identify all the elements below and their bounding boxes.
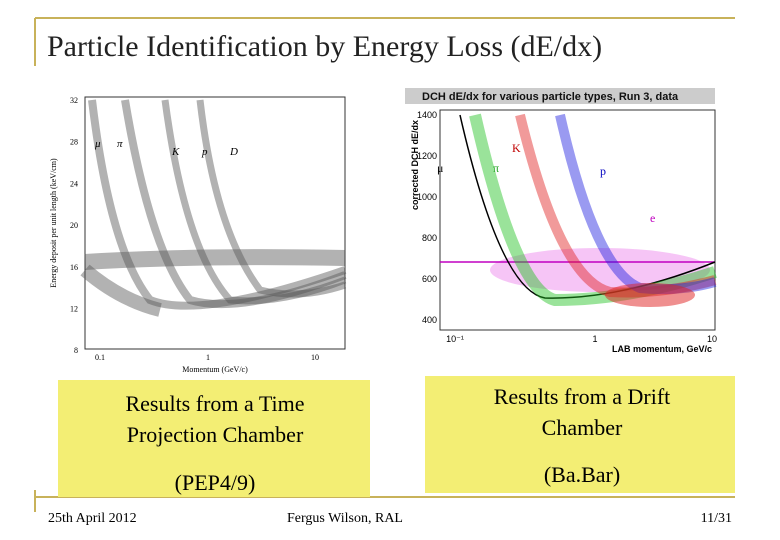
particle-label: μ xyxy=(437,161,443,175)
footer-date: 25th April 2012 xyxy=(48,511,137,526)
particle-label: π xyxy=(117,138,123,150)
box-text: Results from a Drift xyxy=(494,384,671,409)
left-box xyxy=(58,380,370,497)
slide-title: Particle Identification by Energy Loss (… xyxy=(47,30,602,63)
left-scatter xyxy=(80,99,347,317)
y-tick-label: 400 xyxy=(422,315,437,325)
right-plot-title-bg xyxy=(405,88,715,104)
footer-page: 11/31 xyxy=(701,511,732,526)
y-axis-label: Energy deposit per unit length (keV/cm) xyxy=(49,158,58,288)
y-tick-label: 32 xyxy=(70,96,78,105)
particle-label: K xyxy=(171,146,180,158)
box-text: Chamber xyxy=(542,415,623,440)
particle-label: p xyxy=(600,164,606,178)
x-tick-label: 10⁻¹ xyxy=(446,334,464,344)
particle-label: K xyxy=(512,141,521,155)
right-box xyxy=(425,376,735,493)
particle-label: π xyxy=(493,161,499,175)
y-tick-label: 1000 xyxy=(417,192,437,202)
y-tick-label: 1200 xyxy=(417,151,437,161)
x-tick-label: 10 xyxy=(707,334,717,344)
particle-label: μ xyxy=(94,138,101,150)
y-tick-label: 28 xyxy=(70,138,78,147)
x-tick-label: 0.1 xyxy=(95,353,105,362)
left-plot xyxy=(80,96,347,350)
y-axis-label: corrected DCH dE/dx xyxy=(410,120,420,210)
box-text: Projection Chamber xyxy=(127,422,304,447)
left-plot-frame xyxy=(84,96,346,350)
right-scatter xyxy=(440,113,717,307)
y-tick-label: 600 xyxy=(422,274,437,284)
x-axis-label: LAB momentum, GeV/c xyxy=(612,344,712,354)
y-tick-label: 16 xyxy=(70,263,78,272)
particle-label: e xyxy=(650,211,655,225)
x-tick-label: 1 xyxy=(206,353,210,362)
box-note: (Ba.Bar) xyxy=(544,462,620,487)
right-plot-title: DCH dE/dx for various particle types, Ru… xyxy=(422,91,679,103)
footer-author: Fergus Wilson, RAL xyxy=(287,511,403,526)
y-tick-label: 1400 xyxy=(417,110,437,120)
right-plot: DCH dE/dx for various particle types, Ru… xyxy=(405,88,717,331)
y-tick-label: 8 xyxy=(74,346,78,355)
x-tick-label: 1 xyxy=(592,334,597,344)
y-tick-label: 12 xyxy=(70,305,78,314)
x-axis-label: Momentum (GeV/c) xyxy=(182,365,248,374)
particle-label: p xyxy=(201,146,208,158)
particle-label: D xyxy=(229,146,238,158)
box-note: (PEP4/9) xyxy=(175,470,256,495)
box-text: Results from a Time xyxy=(125,391,304,416)
y-tick-label: 800 xyxy=(422,233,437,243)
y-tick-label: 20 xyxy=(70,221,78,230)
y-tick-label: 24 xyxy=(70,179,78,188)
x-tick-label: 10 xyxy=(311,353,319,362)
